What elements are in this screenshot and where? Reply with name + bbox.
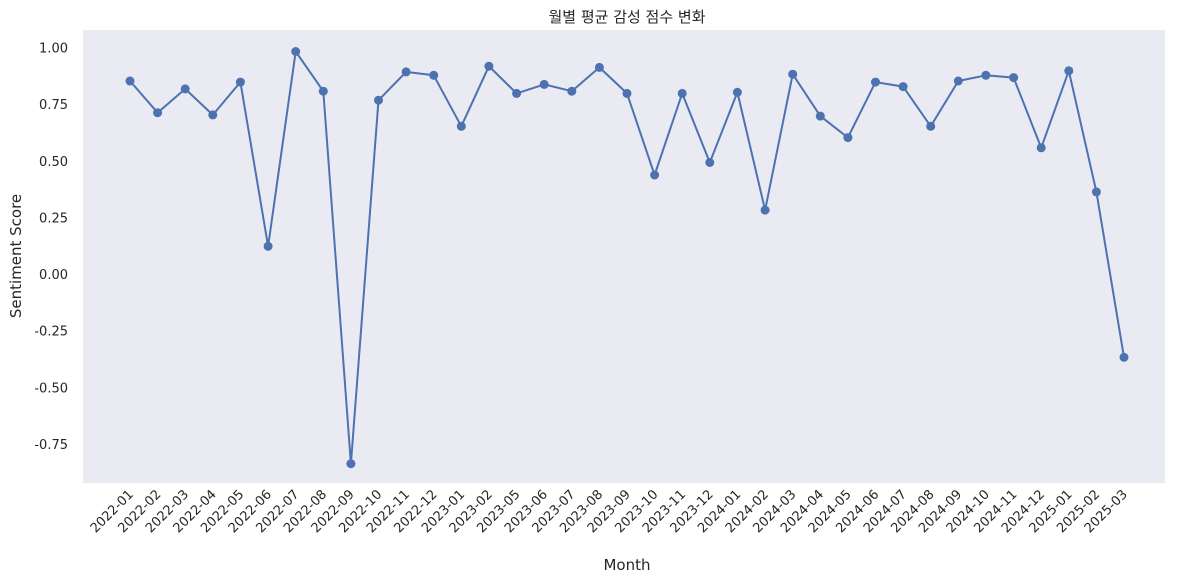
data-point [815, 111, 825, 121]
x-axis-label: Month [603, 556, 650, 574]
data-point [732, 87, 742, 97]
data-point [456, 121, 466, 131]
data-point [374, 95, 383, 105]
chart-title: 월별 평균 감성 점수 변화 [548, 8, 705, 26]
data-point [125, 76, 135, 86]
data-point [760, 205, 770, 215]
plot-area [83, 30, 1165, 483]
data-point [291, 47, 301, 56]
data-point [622, 88, 632, 98]
data-point [1064, 66, 1074, 76]
data-point [953, 76, 963, 86]
data-point [180, 84, 190, 94]
series-points [125, 47, 1129, 469]
data-point [401, 67, 411, 77]
data-point [484, 61, 494, 71]
data-point [788, 69, 798, 79]
data-point [1119, 352, 1129, 362]
data-point [208, 110, 218, 120]
data-point [429, 70, 439, 80]
data-point [1091, 187, 1101, 197]
y-tick-label: 0.00 [39, 268, 68, 283]
y-tick-label: -0.75 [34, 438, 68, 453]
data-point [871, 77, 880, 87]
data-point [705, 158, 715, 167]
data-point [153, 108, 163, 118]
y-tick-label: 0.25 [39, 211, 68, 226]
data-point [594, 62, 604, 72]
data-point [539, 79, 549, 89]
data-point [981, 70, 991, 80]
data-point [926, 121, 936, 131]
data-point [898, 82, 908, 92]
data-point [235, 77, 245, 87]
y-axis-label: Sentiment Score [7, 194, 25, 318]
data-point [843, 133, 853, 143]
y-tick-label: 1.00 [39, 42, 68, 57]
x-axis-ticks: 2022-012022-022022-032022-042022-052022-… [88, 487, 1131, 536]
data-point [1009, 73, 1019, 83]
data-point [263, 241, 273, 251]
data-point [346, 459, 356, 469]
y-tick-label: 0.75 [39, 98, 68, 113]
data-point [567, 86, 577, 96]
data-point [677, 88, 687, 98]
data-point [1036, 143, 1046, 153]
data-point [512, 88, 522, 98]
data-point [650, 170, 660, 180]
data-point [318, 86, 328, 96]
y-tick-label: 0.50 [39, 155, 68, 170]
y-axis-ticks: -0.75 -0.50 -0.25 0.00 0.25 0.50 0.75 1.00 [34, 42, 68, 453]
y-tick-label: -0.25 [34, 325, 68, 340]
y-tick-label: -0.50 [34, 381, 68, 396]
